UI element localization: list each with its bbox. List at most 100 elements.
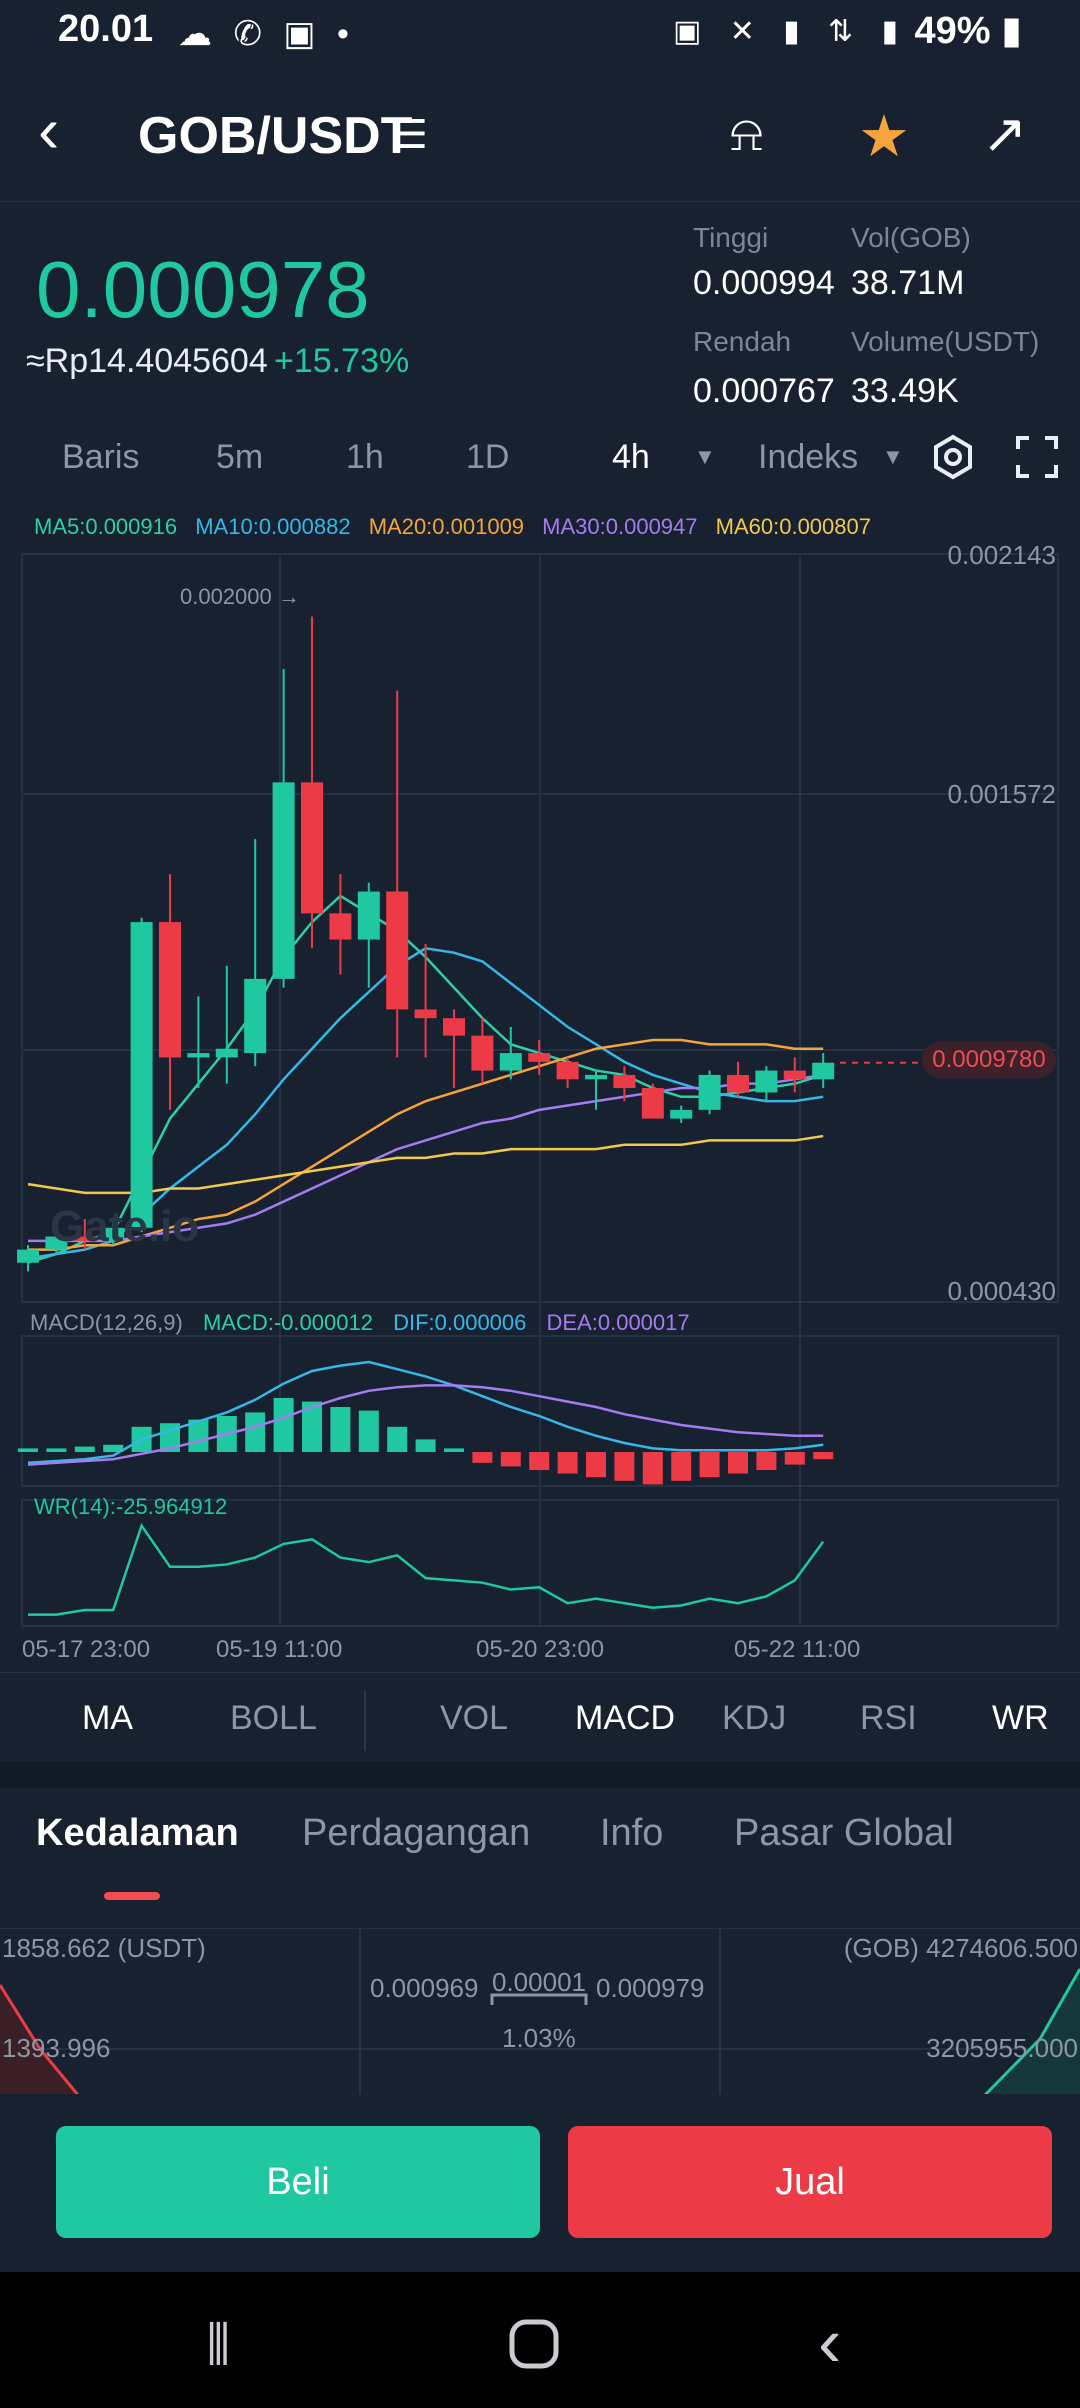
candle-body	[301, 782, 323, 914]
pair-header: ‹ GOB/USDT ☰ ⍾ ★ ↗	[0, 68, 1080, 202]
timeframe-1h[interactable]: 1h	[346, 438, 384, 476]
candle-body	[499, 1053, 522, 1071]
macd-bar	[813, 1452, 834, 1460]
status-bar: 20.01 ☁ ✆ ▣ • ▣ ✕ ▮ ⇅ ▮ 49% ▮	[0, 0, 1080, 68]
price-change: +15.73%	[274, 342, 410, 380]
indicator-ma[interactable]: MA	[82, 1699, 133, 1737]
candle-body	[443, 1018, 465, 1036]
macd-bar	[330, 1407, 351, 1452]
candle-body	[272, 782, 295, 979]
timeframe-line[interactable]: Baris	[62, 438, 140, 476]
wr-line	[28, 1522, 825, 1616]
pair-title[interactable]: GOB/USDT	[138, 107, 413, 165]
ma20-line	[28, 1038, 824, 1251]
candle-body	[244, 978, 267, 1054]
trade-actions: Beli Jual	[0, 2094, 1080, 2272]
current-price-tag: 0.0009780	[922, 1042, 1056, 1078]
indicator-dropdown-icon[interactable]: ▼	[882, 444, 904, 469]
back-nav-icon[interactable]: ‹	[818, 2303, 842, 2381]
vol-gob-value: 38.71M	[851, 264, 965, 302]
candle-body	[698, 1074, 721, 1110]
ma30-line	[28, 1073, 824, 1243]
notification-icons: ☁ ✆ ▣ •	[178, 15, 355, 53]
macd-bar	[160, 1423, 180, 1452]
candle-body	[386, 891, 409, 1010]
candle-body	[812, 1062, 835, 1080]
macd-bar	[444, 1448, 464, 1452]
candle-body	[641, 1088, 664, 1119]
tab-trades[interactable]: Perdagangan	[302, 1812, 531, 1854]
ma10-legend: MA10:0.000882	[195, 514, 351, 539]
system-nav-bar: ⦀ ‹	[0, 2272, 1080, 2408]
tab-info[interactable]: Info	[600, 1812, 664, 1854]
macd-bar	[586, 1452, 606, 1478]
macd-bar	[784, 1452, 805, 1465]
dea-line	[27, 1384, 824, 1466]
watermark: Gate.io	[50, 1202, 200, 1251]
buy-button[interactable]: Beli	[56, 2126, 540, 2238]
fullscreen-icon[interactable]	[1016, 436, 1058, 478]
candle-body	[159, 922, 181, 1058]
macd-bar	[358, 1410, 379, 1452]
depth-right-top: (GOB) 4274606.500	[843, 1933, 1078, 1963]
macd-bar	[756, 1452, 777, 1470]
depth-chart[interactable]: 1858.662 (USDT) 1393.996 (GOB) 4274606.5…	[0, 1928, 1080, 2095]
macd-bar	[614, 1452, 635, 1481]
candle-body	[613, 1074, 636, 1089]
indicator-menu[interactable]: Indeks	[758, 438, 859, 476]
depth-left-mid: 1393.996	[2, 2033, 111, 2063]
indicator-boll[interactable]: BOLL	[230, 1699, 317, 1737]
indicator-kdj[interactable]: KDJ	[722, 1699, 787, 1737]
price-alert-bell-icon[interactable]: ⍾	[730, 105, 764, 161]
favorite-star-icon[interactable]: ★	[858, 104, 910, 169]
depth-spread: 0.00001	[492, 1967, 586, 1997]
macd-bar	[642, 1452, 663, 1485]
dea-value: DEA:0.000017	[546, 1310, 690, 1335]
indicator-tabs: MA BOLL VOL MACD KDJ RSI WR	[0, 1672, 1080, 1762]
low-label: Rendah	[693, 326, 792, 357]
candle-body	[556, 1061, 579, 1080]
chart-settings-icon[interactable]	[930, 434, 976, 480]
high-value: 0.000994	[693, 264, 835, 302]
x-tick-1: 05-19 11:00	[216, 1636, 343, 1663]
ma60-legend: MA60:0.000807	[715, 514, 871, 539]
clock: 20.01	[58, 8, 154, 50]
tab-global-market[interactable]: Pasar Global	[734, 1812, 954, 1854]
indicator-macd[interactable]: MACD	[575, 1699, 676, 1737]
y-tick-top: 0.002143	[947, 540, 1056, 570]
macd-bar	[557, 1452, 578, 1474]
dif-value: DIF:0.000006	[393, 1310, 527, 1335]
recent-apps-icon[interactable]: ⦀	[206, 2313, 231, 2376]
timeframe-1d[interactable]: 1D	[466, 438, 510, 476]
share-icon[interactable]: ↗	[982, 104, 1028, 164]
indicator-wr[interactable]: WR	[992, 1699, 1049, 1737]
x-tick-3: 05-22 11:00	[734, 1636, 861, 1663]
depth-right-mid: 3205955.000	[926, 2033, 1078, 2063]
pair-list-icon[interactable]: ☰	[392, 113, 428, 157]
vol-usdt-value: 33.49K	[851, 372, 959, 410]
wr-legend: WR(14):-25.964912	[34, 1494, 228, 1519]
candlestick-chart[interactable]	[0, 536, 1080, 1636]
macd-bar	[671, 1452, 692, 1481]
macd-bar	[103, 1444, 124, 1452]
price-idr: ≈Rp14.4045604	[26, 342, 268, 380]
depth-bid: 0.000969	[370, 1973, 479, 2003]
timeframe-dropdown-icon[interactable]: ▼	[694, 444, 716, 469]
back-arrow-icon[interactable]: ‹	[38, 94, 60, 166]
indicator-vol[interactable]: VOL	[440, 1699, 509, 1737]
macd-bar	[415, 1439, 436, 1452]
vol-usdt-label: Volume(USDT)	[851, 326, 1040, 357]
candle-body	[102, 1227, 125, 1241]
candle-body	[471, 1035, 494, 1071]
tab-depth[interactable]: Kedalaman	[36, 1812, 239, 1854]
timeframe-4h[interactable]: 4h	[612, 438, 650, 476]
macd-legend: MACD(12,26,9) MACD:-0.000012 DIF:0.00000…	[30, 1310, 704, 1336]
timeframe-5m[interactable]: 5m	[216, 438, 264, 476]
home-icon[interactable]	[508, 2318, 560, 2370]
candle-body	[670, 1109, 693, 1119]
macd-params: MACD(12,26,9)	[30, 1310, 183, 1335]
macd-bar	[302, 1401, 322, 1452]
indicator-rsi[interactable]: RSI	[860, 1699, 917, 1737]
sell-button[interactable]: Jual	[568, 2126, 1052, 2238]
y-tick-bottom: 0.000430	[947, 1276, 1056, 1306]
